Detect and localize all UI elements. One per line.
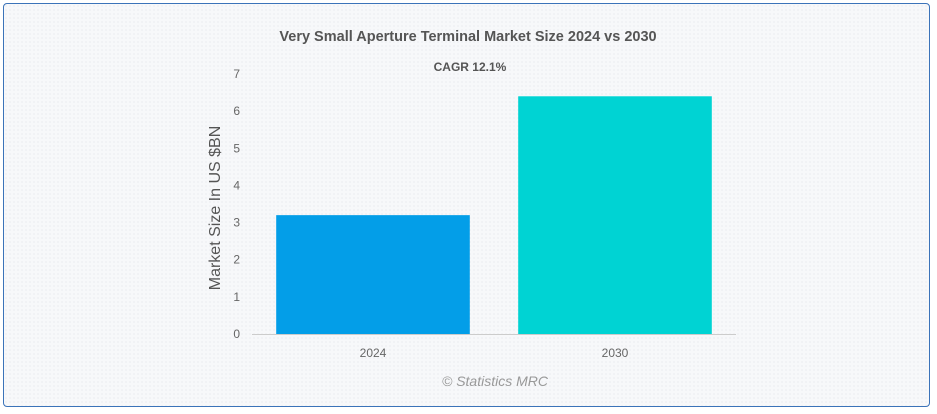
y-tick-label: 0 — [233, 327, 240, 341]
y-axis-label: Market Size In US $BN — [207, 126, 224, 291]
y-tick-label: 7 — [233, 67, 240, 81]
bar-2024 — [276, 215, 470, 334]
y-tick-label: 4 — [233, 178, 240, 192]
chart-frame: Very Small Aperture Terminal Market Size… — [3, 3, 930, 407]
y-axis-ticks: 0 1 2 3 4 5 6 7 — [233, 67, 240, 341]
chart-title: Very Small Aperture Terminal Market Size… — [279, 29, 656, 45]
x-tick-label: 2024 — [360, 346, 387, 360]
chart-subtitle: CAGR 12.1% — [434, 60, 507, 74]
y-tick-label: 5 — [233, 141, 240, 155]
y-tick-label: 1 — [233, 290, 240, 304]
bar-2030 — [518, 96, 712, 335]
y-tick-label: 6 — [233, 104, 240, 118]
bar-chart: Very Small Aperture Terminal Market Size… — [207, 29, 736, 389]
y-tick-label: 3 — [233, 216, 240, 230]
x-tick-label: 2030 — [602, 346, 629, 360]
credit-text: © Statistics MRC — [442, 373, 549, 389]
x-axis-ticks: 2024 2030 — [360, 346, 629, 360]
bars — [276, 96, 712, 335]
y-tick-label: 2 — [233, 253, 240, 267]
